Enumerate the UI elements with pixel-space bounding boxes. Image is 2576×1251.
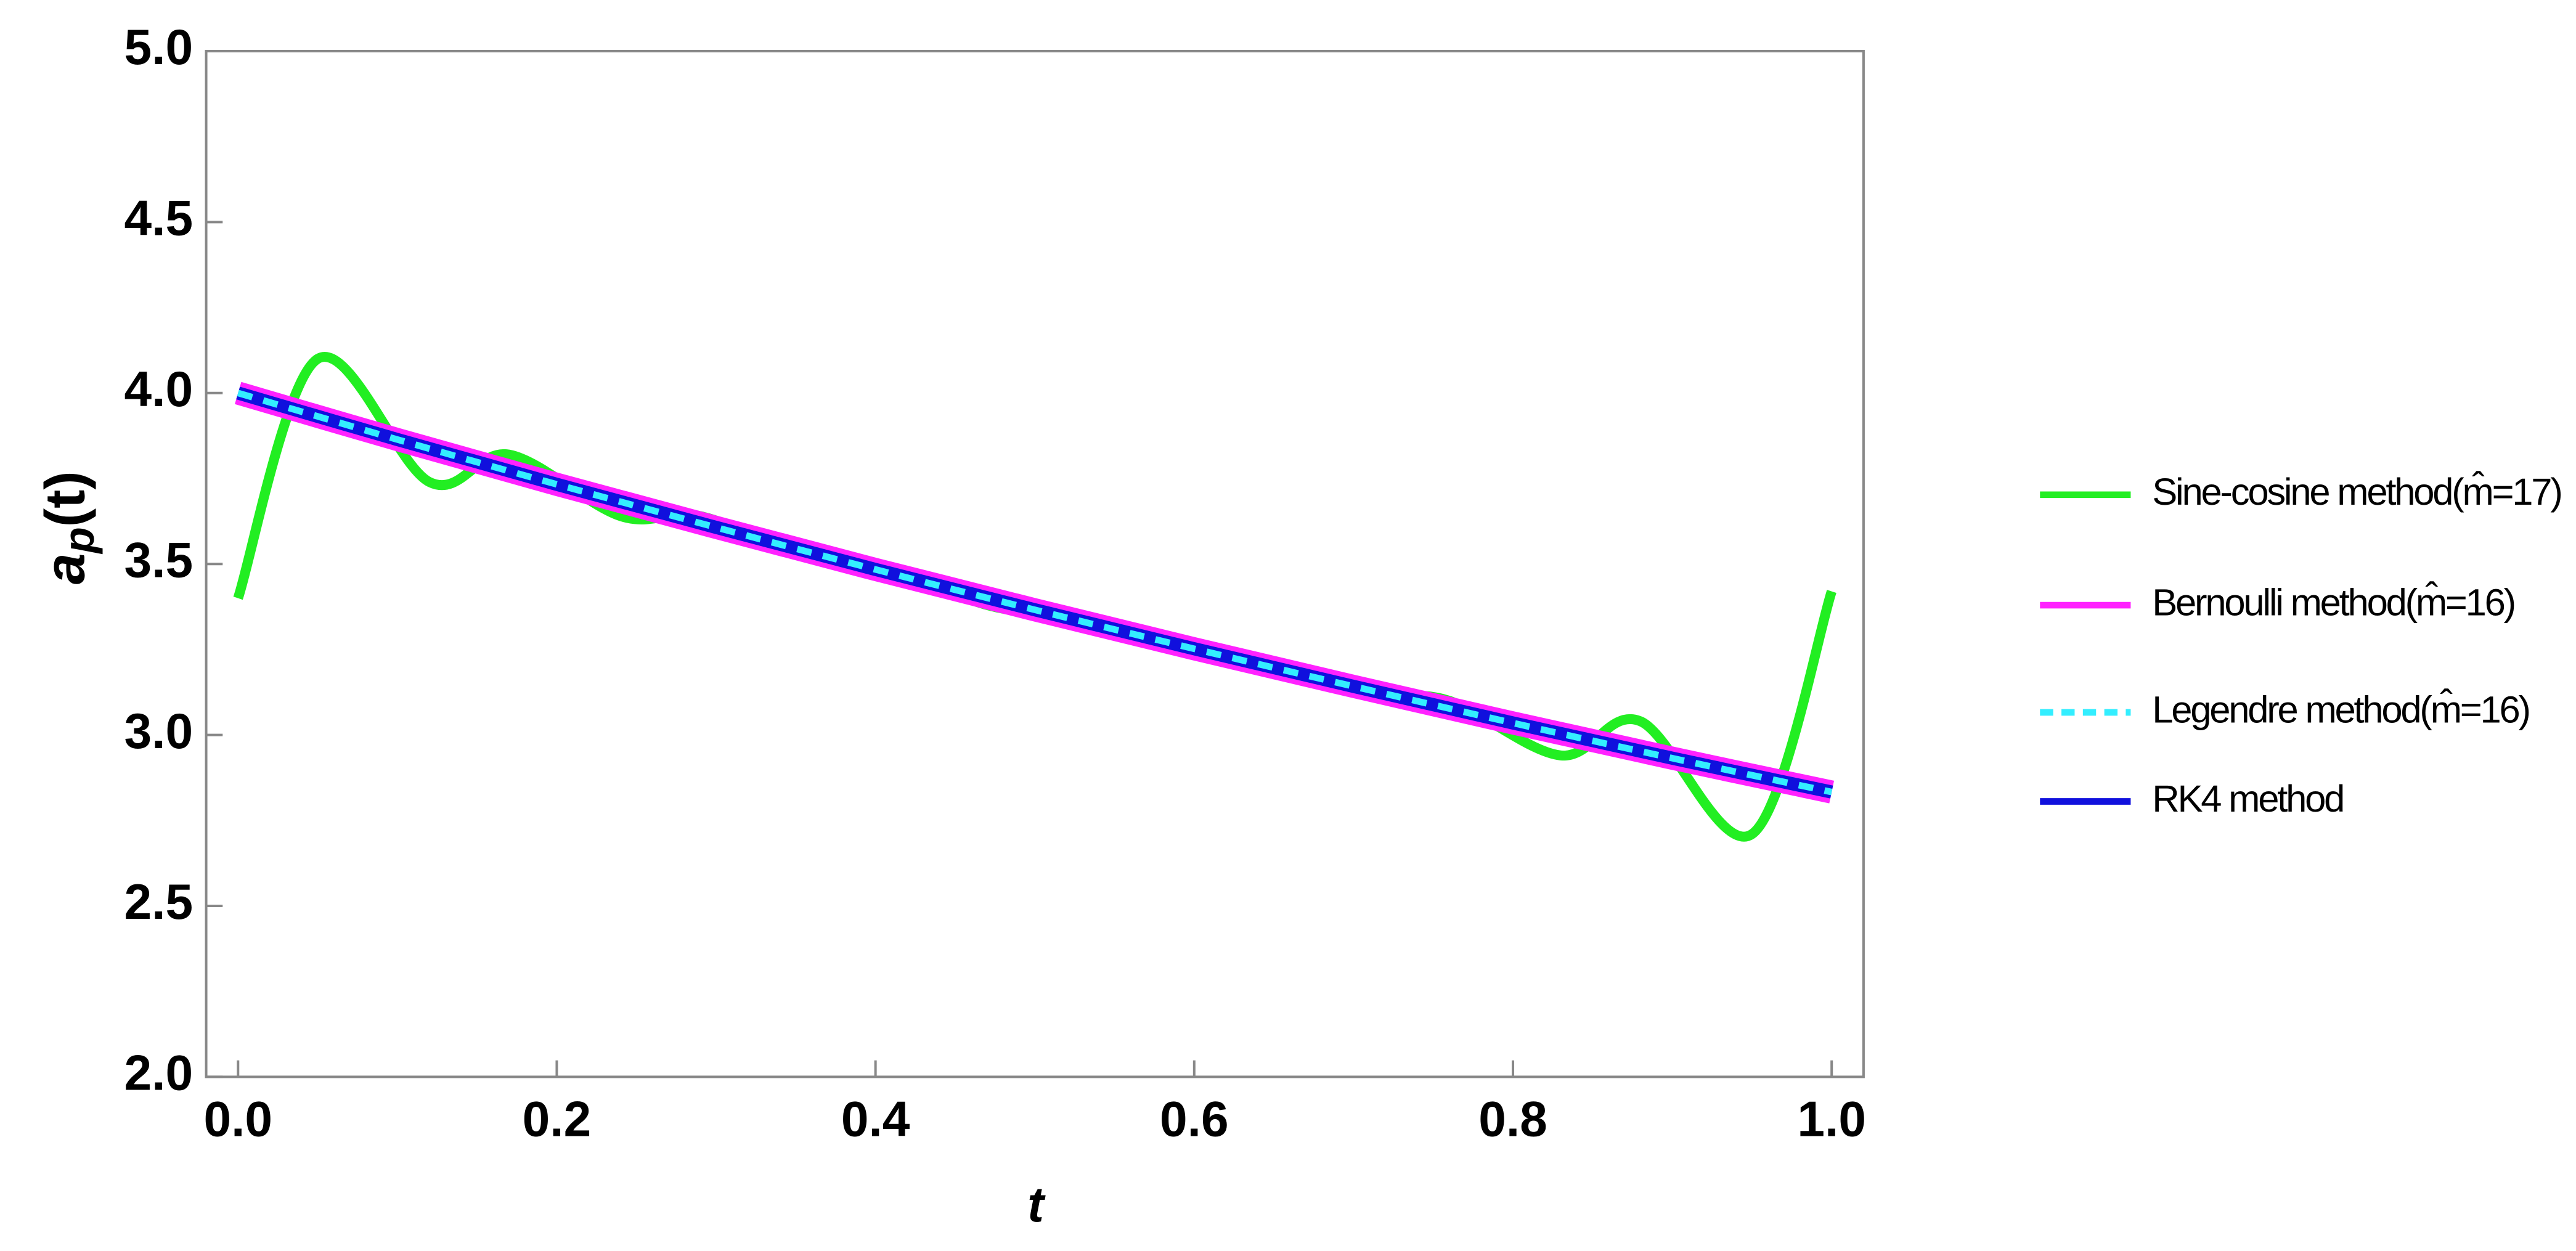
- y-title-base: a: [34, 553, 96, 585]
- series-line: [237, 389, 1833, 796]
- series-line: [233, 352, 1836, 842]
- series-line: [235, 381, 1835, 804]
- y-tick-label: 4.0: [124, 362, 194, 417]
- y-axis-title: ap(t): [34, 471, 103, 584]
- legend-label: RK4 method: [2152, 778, 2343, 820]
- y-title-subscript: p: [55, 527, 103, 555]
- x-tick-label: 0.6: [1160, 1092, 1229, 1147]
- y-tick-label: 4.5: [124, 191, 194, 247]
- legend-label: Bernoulli method(m̂=16): [2152, 581, 2514, 624]
- x-tick-label: 1.0: [1797, 1092, 1866, 1147]
- x-tick-label: 0.8: [1478, 1092, 1547, 1147]
- y-tick-label: 3.5: [124, 532, 194, 588]
- plot-frame: [205, 49, 1865, 1078]
- x-axis-title: t: [1027, 1178, 1046, 1233]
- y-tick-label: 3.0: [124, 704, 194, 759]
- legend-label: Sine-cosine method(m̂=17): [2152, 471, 2561, 513]
- legend-label: Legendre method(m̂=16): [2152, 688, 2529, 731]
- y-tick-label: 5.0: [124, 20, 194, 75]
- x-tick-label: 0.2: [523, 1092, 592, 1147]
- y-title-suffix: (t): [34, 471, 96, 527]
- y-tick-label: 2.0: [124, 1046, 194, 1101]
- x-tick-label: 0.4: [841, 1092, 910, 1147]
- x-tick-label: 0.0: [203, 1092, 272, 1147]
- y-tick-label: 2.5: [124, 874, 194, 930]
